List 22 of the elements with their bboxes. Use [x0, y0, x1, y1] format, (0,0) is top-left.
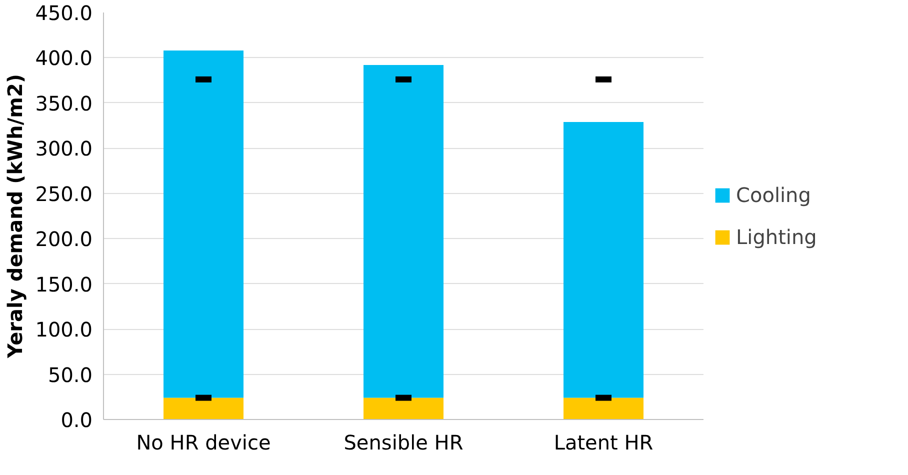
- y-tick-label: 0.0: [60, 408, 93, 432]
- bar: [364, 64, 444, 398]
- bar: [564, 122, 644, 398]
- y-axis-title: Yeraly demand (kWh/m2): [3, 74, 28, 360]
- y-tick-label: 150.0: [35, 272, 93, 296]
- y-tick-label: 250.0: [35, 182, 93, 206]
- x-tick-label: Sensible HR: [344, 430, 464, 454]
- y-tick-label: 350.0: [35, 91, 93, 116]
- x-tick-label: No HR device: [136, 430, 271, 454]
- bar: [164, 398, 244, 420]
- legend-label: Lighting: [736, 224, 817, 248]
- y-tick-label: 450.0: [35, 1, 93, 25]
- y-tick-label: 100.0: [35, 318, 93, 342]
- bar: [564, 398, 644, 420]
- legend-label: Cooling: [736, 182, 811, 206]
- x-tick-label: Latent HR: [554, 430, 654, 454]
- bar: [164, 50, 244, 398]
- y-tick-label: 300.0: [35, 136, 93, 161]
- y-tick-label: 400.0: [35, 46, 93, 70]
- y-tick-label: 50.0: [48, 362, 92, 387]
- bar: [364, 398, 444, 420]
- y-tick-label: 200.0: [35, 227, 93, 252]
